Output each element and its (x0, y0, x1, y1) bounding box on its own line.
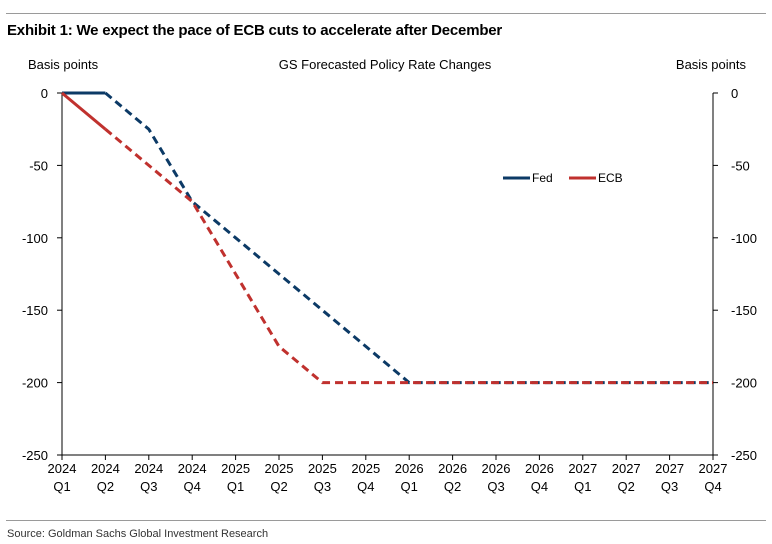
x-tick-label-year: 2025 (221, 461, 250, 476)
series-line-solid-ecb (61, 91, 107, 131)
y-axis-label-right: Basis points (676, 57, 747, 72)
x-tick-label-quarter: Q2 (270, 479, 287, 494)
x-tick-label-quarter: Q4 (704, 479, 721, 494)
x-tick-label-quarter: Q4 (184, 479, 201, 494)
y-tick-label-right: 0 (731, 86, 738, 101)
x-tick-label-year: 2026 (438, 461, 467, 476)
y-tick-label-right: -50 (731, 158, 750, 173)
series-line-dashed-fed (104, 91, 713, 385)
x-tick-label-quarter: Q4 (531, 479, 548, 494)
bottom-rule (6, 520, 766, 521)
x-tick-label-quarter: Q1 (574, 479, 591, 494)
y-tick-label-right: -150 (731, 303, 757, 318)
x-tick-label-quarter: Q3 (661, 479, 678, 494)
policy-rate-chart: Basis points GS Forecasted Policy Rate C… (22, 57, 757, 494)
x-tick-label-year: 2026 (525, 461, 554, 476)
y-tick-label-right: -200 (731, 376, 757, 391)
x-tick-label-quarter: Q3 (314, 479, 331, 494)
series-fed (62, 91, 713, 385)
chart-title: GS Forecasted Policy Rate Changes (279, 57, 492, 72)
series-ecb (61, 91, 713, 385)
legend-label-fed: Fed (532, 171, 553, 185)
x-tick-label-quarter: Q3 (140, 479, 157, 494)
y-tick-label-left: -50 (29, 158, 48, 173)
series-line-dashed-ecb (104, 128, 713, 385)
x-tick-label-year: 2027 (568, 461, 597, 476)
source-note: Source: Goldman Sachs Global Investment … (7, 528, 269, 540)
x-tick-label-quarter: Q1 (227, 479, 244, 494)
y-tick-label-right: -250 (731, 448, 757, 463)
x-tick-label-quarter: Q2 (97, 479, 114, 494)
x-tick-label-year: 2024 (91, 461, 120, 476)
x-tick-label-year: 2024 (134, 461, 163, 476)
x-tick-label-year: 2025 (351, 461, 380, 476)
top-rule (6, 13, 766, 14)
x-tick-label-quarter: Q2 (444, 479, 461, 494)
y-tick-label-left: -200 (22, 376, 48, 391)
y-axis-label-left: Basis points (28, 57, 99, 72)
x-tick-label-year: 2025 (308, 461, 337, 476)
legend-label-ecb: ECB (598, 171, 623, 185)
x-tick-label-year: 2026 (482, 461, 511, 476)
y-tick-label-right: -100 (731, 231, 757, 246)
x-tick-label-year: 2026 (395, 461, 424, 476)
x-tick-label-year: 2027 (655, 461, 684, 476)
y-tick-label-left: 0 (41, 86, 48, 101)
x-tick-label-quarter: Q2 (618, 479, 635, 494)
x-tick-label-quarter: Q4 (357, 479, 374, 494)
x-tick-label-quarter: Q3 (487, 479, 504, 494)
exhibit-title: Exhibit 1: We expect the pace of ECB cut… (7, 22, 503, 39)
x-tick-label-year: 2024 (178, 461, 207, 476)
x-tick-label-quarter: Q1 (401, 479, 418, 494)
x-tick-label-year: 2024 (48, 461, 77, 476)
y-tick-label-left: -150 (22, 303, 48, 318)
y-tick-label-left: -250 (22, 448, 48, 463)
y-tick-label-left: -100 (22, 231, 48, 246)
x-tick-label-year: 2025 (265, 461, 294, 476)
x-tick-label-year: 2027 (612, 461, 641, 476)
x-tick-label-year: 2027 (699, 461, 728, 476)
x-tick-label-quarter: Q1 (53, 479, 70, 494)
